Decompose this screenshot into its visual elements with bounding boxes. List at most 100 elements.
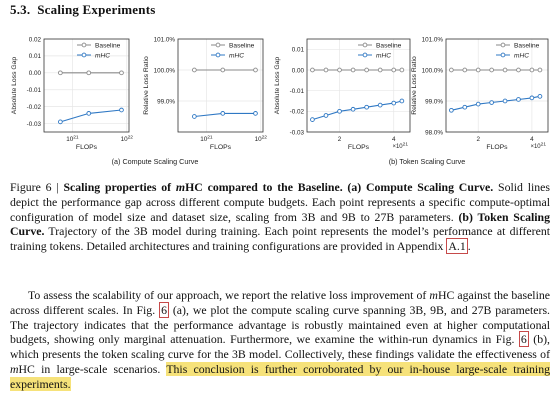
b-right-xlabel: FLOPs [486, 144, 508, 151]
b-right-point-mhc [537, 93, 543, 99]
b-left-point-baseline [399, 67, 405, 73]
b-right-ylabel: Relative Loss Ratio [411, 56, 418, 115]
a-right-legend-mhc-marker [215, 52, 221, 58]
b-left-x-multiplier-exponent: 21 [403, 142, 409, 148]
b-left-point-mhc [391, 100, 397, 106]
b-right-xtick-label: 2 [476, 136, 480, 143]
a-right-point-mhc [253, 111, 258, 116]
caption-text-1: Solid lines depict the performance gap a… [10, 180, 550, 224]
b-left-point-mhc [399, 98, 405, 104]
a-right-xtick-exponent: 22 [262, 135, 268, 141]
a-left-xtick-label: 1022 [121, 135, 134, 144]
b-left-legend-baseline-marker [362, 42, 368, 48]
caption-bold-b: (b) Token Scaling Curve. [10, 209, 551, 239]
b-right-point-mhc [516, 97, 521, 102]
body-paragraph: To assess the scalability of our approac… [10, 288, 550, 392]
a-left-point-baseline [58, 70, 63, 76]
a-left-point-mhc [119, 107, 124, 113]
b-left-x-multiplier: ×1021 [392, 142, 408, 151]
a-left-ytick-label: -0.02 [27, 104, 42, 111]
b-right-point-baseline [489, 67, 494, 73]
b-left-xtick-label: 2 [338, 136, 342, 143]
b-left-point-baseline [350, 67, 356, 73]
a-left-frame [43, 38, 130, 133]
b-left-ytick-label: 0.00 [292, 67, 305, 74]
a-right-ytick-label: 101.0% [154, 36, 176, 43]
subfigure-label-b: (b) Token Scaling Curve [389, 157, 466, 166]
b-right-point-baseline [529, 67, 535, 73]
figure-link-2[interactable]: 6 [518, 331, 529, 348]
section-title: Scaling Experiments [37, 2, 156, 17]
a-right-point-mhc [220, 111, 226, 116]
caption-lead: Figure 6 | [10, 180, 64, 194]
appendix-link[interactable]: A.1 [446, 238, 468, 255]
b-left-ytick-label: -0.01 [290, 88, 305, 95]
para-text-5: HC in large-scale scenarios. [18, 361, 167, 376]
a-left-xlabel: FLOPs [76, 144, 98, 151]
a-right-point-baseline [253, 67, 258, 73]
b-right-legend-mhc-label: mHC [514, 52, 529, 59]
a-left-point-mhc [86, 111, 92, 116]
b-right-legend-mhc-marker [500, 52, 506, 58]
b-right-point-baseline [537, 67, 543, 73]
para-text-4: (b), which presents the token scaling cu… [10, 332, 551, 362]
b-left-ytick-label: -0.03 [290, 129, 305, 136]
a-right-xtick-label: 1022 [255, 135, 268, 144]
a-left-xtick-exponent: 21 [73, 135, 79, 141]
b-right-point-baseline [516, 67, 521, 73]
a-left-series-mhc-line [60, 109, 122, 123]
figure-caption: Figure 6 | Scaling properties of mHC com… [10, 180, 551, 255]
a-right-ylabel: Relative Loss Ratio [143, 56, 150, 115]
a-left-ytick-label: 0.01 [29, 53, 42, 60]
section-heading: 5.3. Scaling Experiments [10, 2, 156, 18]
b-left-xlabel: FLOPs [348, 144, 370, 151]
b-right-xtick-label: 4 [530, 136, 534, 143]
a-right-point-baseline [192, 67, 197, 73]
b-right-x-multiplier: ×1021 [530, 142, 546, 151]
b-right-point-mhc [449, 107, 454, 113]
b-right-ytick-label: 101.0% [422, 36, 444, 43]
a-left-legend-mhc-marker [81, 52, 87, 58]
a-right-xlabel: FLOPs [210, 144, 232, 151]
caption-text-2: Trajectory of the 3B model during traini… [10, 224, 550, 254]
a-left-point-baseline [119, 70, 124, 76]
b-right-point-mhc [529, 95, 535, 101]
b-right-ytick-label: 100.0% [422, 67, 444, 74]
figure-link-1[interactable]: 6 [159, 301, 169, 318]
b-left-legend-mhc-label: mHC [376, 52, 391, 59]
b-left-ytick-label: 0.01 [292, 47, 305, 54]
a-left-xtick-label: 1021 [66, 135, 79, 144]
b-left-point-mhc [350, 106, 356, 112]
a-right-legend-mhc-label: mHC [229, 52, 244, 59]
para-text-3: (a), we plot the compute scaling curve s… [10, 302, 550, 347]
a-left-legend-baseline-marker [81, 42, 87, 48]
b-right-legend-baseline-label: Baseline [514, 42, 540, 49]
a-right-frame [177, 38, 264, 133]
b-right-point-baseline [502, 67, 508, 73]
b-right-point-mhc [462, 104, 468, 110]
a-left-ytick-label: -0.01 [27, 87, 42, 94]
b-right-frame [445, 38, 549, 133]
subfigure-label-a: (a) Compute Scaling Curve [112, 157, 199, 166]
a-left-ytick-label: 0.02 [29, 36, 42, 43]
para-m-1: m [429, 288, 438, 302]
caption-title: Scaling properties of mHC compared to th… [63, 180, 493, 194]
a-right-legend-baseline-marker [215, 42, 221, 48]
a-right-point-mhc [192, 114, 197, 119]
a-left-point-baseline [86, 70, 92, 76]
b-left-point-mhc [323, 113, 329, 118]
caption-end: . [467, 239, 471, 254]
a-right-legend-baseline-label: Baseline [229, 42, 255, 49]
b-left-point-baseline [391, 67, 397, 73]
caption-title-a: Scaling properties of [63, 180, 176, 194]
b-right-point-mhc [502, 98, 508, 104]
b-left-xtick-label: 4 [392, 136, 396, 143]
b-right-point-baseline [449, 67, 454, 73]
b-left-point-baseline [323, 67, 329, 73]
caption-title-b: HC compared to the Baseline. (a) Compute… [185, 180, 494, 194]
b-left-legend-baseline-label: Baseline [376, 42, 402, 49]
figure-6: 0.02 0.01 0.00 -0.01 -0.02 -0.03 1021 1022 FLOPs… [11, 36, 549, 166]
b-right-point-baseline [475, 67, 481, 73]
b-left-point-mhc [377, 102, 383, 108]
a-right-point-baseline [220, 67, 226, 73]
